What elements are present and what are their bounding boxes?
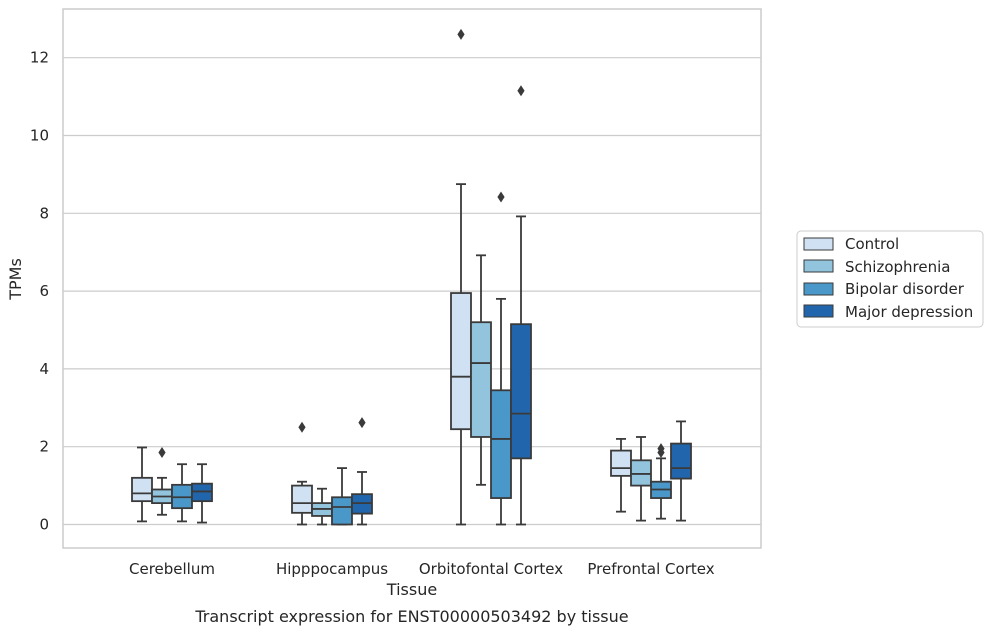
box-orbitofontal-cortex-control-iqr-box [450, 292, 472, 431]
box-orbitofontal-cortex-major-depression-outlier-0 [517, 85, 525, 97]
box-orbitofontal-cortex-bipolar-disorder-outlier-0 [497, 191, 505, 203]
legend: Control Schizophrenia Bipolar disorder M… [796, 230, 984, 328]
legend-label-major-depression: Major depression [845, 303, 973, 321]
box-orbitofontal-cortex-control [450, 28, 472, 526]
box-cerebellum-bipolar-disorder [171, 463, 193, 523]
legend-swatch-schizophrenia [803, 259, 834, 273]
box-cerebellum-major-depression [191, 463, 213, 524]
y-tick-label-4: 4 [39, 360, 49, 378]
grid-lines [63, 57, 761, 526]
box-prefrontal-cortex-schizophrenia-iqr-box [630, 459, 652, 487]
plot-area-frame [62, 8, 762, 549]
y-tick-label-10: 10 [30, 127, 49, 145]
box-orbitofontal-cortex-schizophrenia [470, 254, 492, 486]
x-tick-labels: Cerebellum Hipppocampus Orbitofontal Corte… [129, 560, 715, 578]
box-hipppocampus-major-depression-outlier-0 [358, 417, 366, 429]
box-prefrontal-cortex-schizophrenia [630, 436, 652, 522]
box-prefrontal-cortex-bipolar-disorder [650, 443, 672, 520]
legend-item-schizophrenia: Schizophrenia [803, 258, 950, 276]
box-hipppocampus-control-iqr-box [291, 484, 313, 514]
legend-item-control: Control [803, 235, 899, 253]
legend-label-schizophrenia: Schizophrenia [845, 258, 950, 276]
legend-label-bipolar-disorder: Bipolar disorder [845, 280, 965, 298]
box-prefrontal-cortex-bipolar-disorder-outlier-1 [657, 443, 665, 455]
box-prefrontal-cortex-control-iqr-box [610, 449, 632, 477]
x-tick-label-orbitofontal-cortex: Orbitofontal Cortex [419, 560, 563, 578]
legend-item-bipolar-disorder: Bipolar disorder [803, 280, 965, 298]
box-cerebellum-control [131, 446, 153, 523]
box-prefrontal-cortex-major-depression [670, 420, 692, 522]
y-axis-label: TPMs [6, 258, 25, 301]
chart-caption: Transcript expression for ENST0000050349… [194, 607, 628, 626]
box-cerebellum-schizophrenia-outlier-0 [158, 447, 166, 459]
legend-frame [796, 230, 984, 328]
box-hipppocampus-control-outlier-0 [298, 421, 306, 433]
legend-label-control: Control [845, 235, 899, 253]
box-hipppocampus-bipolar-disorder [331, 467, 353, 526]
box-cerebellum-schizophrenia [151, 447, 173, 516]
y-tick-labels: 0 2 4 6 8 10 12 [30, 49, 49, 534]
legend-item-major-depression: Major depression [803, 303, 973, 321]
box-prefrontal-cortex-control [610, 438, 632, 513]
box-orbitofontal-cortex-major-depression-iqr-box [510, 323, 532, 460]
box-prefrontal-cortex-major-depression-iqr-box [670, 442, 692, 480]
box-hipppocampus-schizophrenia [311, 487, 333, 526]
legend-swatch-bipolar-disorder [803, 282, 834, 296]
box-orbitofontal-cortex-bipolar-disorder-iqr-box [490, 389, 512, 499]
y-tick-label-6: 6 [39, 282, 49, 300]
x-axis-label: Tissue [386, 580, 437, 599]
box-hipppocampus-control [291, 421, 313, 526]
box-orbitofontal-cortex-major-depression [510, 85, 532, 526]
x-tick-label-prefrontal-cortex: Prefrontal Cortex [587, 560, 714, 578]
box-orbitofontal-cortex-bipolar-disorder [490, 191, 512, 526]
legend-swatch-major-depression [803, 304, 834, 318]
y-tick-label-12: 12 [30, 49, 49, 67]
box-cerebellum-control-iqr-box [131, 476, 153, 503]
y-tick-label-0: 0 [39, 516, 49, 534]
box-hipppocampus-bipolar-disorder-iqr-box [331, 496, 353, 526]
y-tick-label-8: 8 [39, 204, 49, 222]
x-tick-label-hipppocampus: Hipppocampus [276, 560, 388, 578]
box-hipppocampus-major-depression [351, 417, 373, 526]
box-cerebellum-major-depression-iqr-box [191, 482, 213, 503]
box-orbitofontal-cortex-control-outlier-0 [457, 28, 465, 40]
y-tick-label-2: 2 [39, 438, 49, 456]
boxes [131, 28, 692, 526]
box-orbitofontal-cortex-schizophrenia-iqr-box [470, 321, 492, 438]
legend-swatch-control [803, 237, 834, 251]
x-tick-label-cerebellum: Cerebellum [129, 560, 215, 578]
